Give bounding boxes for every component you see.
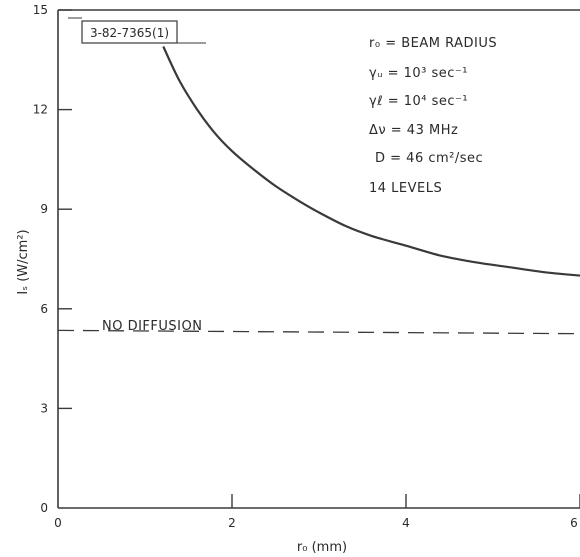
figure-id: 3-82-7365(1) [90,26,169,40]
no-diffusion-series-line [57,329,580,335]
y-tick-label: 6 [40,302,48,316]
x-axis-ticks: 0 2 4 6 [54,494,580,530]
y-axis-ticks: 0 3 6 9 12 15 [33,3,72,515]
annotation-diffusion: D = 46 cm²/sec [375,151,483,166]
x-tick-label: 6 [570,516,578,530]
y-axis-label: Iₛ (W/cm²) [16,229,31,294]
y-tick-label: 12 [33,103,48,117]
series-layer [57,46,580,335]
figure-id-box: 3-82-7365(1) [68,17,206,44]
x-axis-label: r₀ (mm) [297,540,347,555]
y-tick-label: 9 [40,202,48,216]
annotation-gamma-u: γᵤ = 10³ sec⁻¹ [369,66,468,81]
x-tick-label: 0 [54,516,62,530]
y-tick-label: 0 [40,501,48,515]
y-tick-label: 3 [40,401,48,415]
x-tick-label: 4 [402,516,410,530]
annotation-beam-radius: r₀ = BEAM RADIUS [369,36,497,51]
saturation-intensity-series-line [162,46,580,277]
annotation-levels: 14 LEVELS [369,181,442,196]
no-diffusion-label: NO DIFFUSION [102,319,202,334]
annotation-gamma-l: γℓ = 10⁴ sec⁻¹ [369,94,468,109]
annotation-delta-nu: Δν = 43 MHz [369,123,458,138]
y-tick-label: 15 [33,3,48,17]
x-tick-label: 2 [228,516,236,530]
